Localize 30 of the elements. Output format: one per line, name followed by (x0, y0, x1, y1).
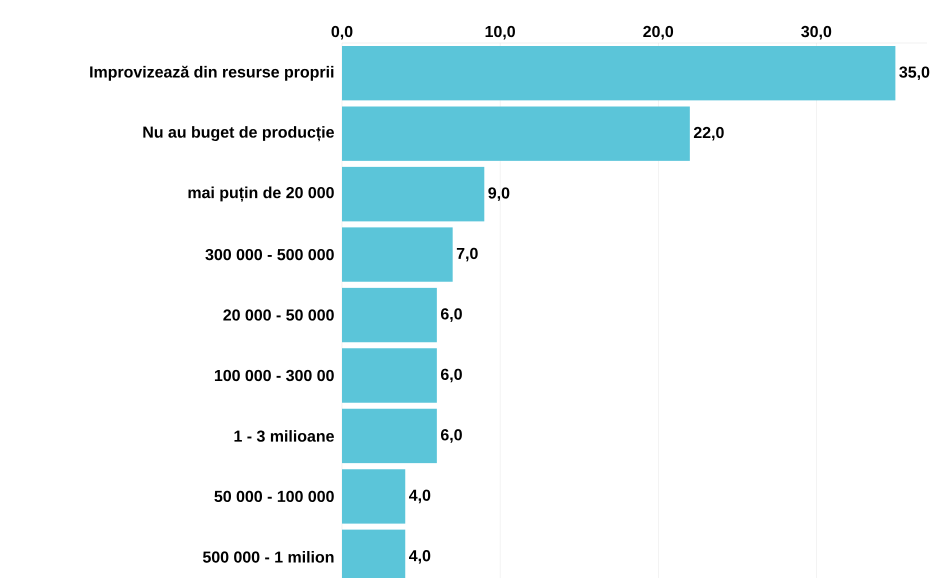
x-tick-label: 20,0 (643, 26, 674, 40)
y-tick-label: 50 000 - 100 000 (214, 490, 334, 502)
data-label: 4,0 (409, 490, 430, 504)
data-label: 22,0 (694, 126, 724, 140)
data-label: 7,0 (456, 248, 478, 262)
y-tick-label: 100 000 - 300 00 (214, 370, 334, 382)
bar (342, 106, 690, 161)
data-label: 4,0 (409, 550, 430, 564)
bar (342, 288, 437, 342)
bar (342, 469, 406, 524)
data-label: 6,0 (440, 429, 462, 443)
x-tick-label: 30,0 (801, 26, 832, 40)
y-tick-label: Improvizează din resurse proprii (90, 66, 334, 81)
bar (342, 227, 453, 282)
bar (342, 348, 437, 403)
bar (342, 166, 484, 222)
y-tick-label: 500 000 - 1 milion (202, 551, 334, 563)
x-tick-label: 10,0 (486, 26, 515, 40)
data-label: 35,0 (899, 66, 930, 80)
data-label: 6,0 (440, 368, 462, 382)
y-tick-label: 20 000 - 50 000 (223, 309, 334, 321)
bar (342, 408, 437, 464)
y-tick-label: Nu au buget de producție (143, 126, 334, 142)
y-tick-label: 300 000 - 500 000 (205, 248, 334, 260)
data-label: 6,0 (440, 308, 462, 322)
y-tick-label: 1 - 3 milioane (234, 430, 334, 442)
x-tick-label: 0,0 (332, 26, 352, 40)
bar (342, 46, 896, 100)
y-tick-label: mai puțin de 20 000 (188, 186, 334, 202)
data-label: 9,0 (488, 187, 510, 201)
